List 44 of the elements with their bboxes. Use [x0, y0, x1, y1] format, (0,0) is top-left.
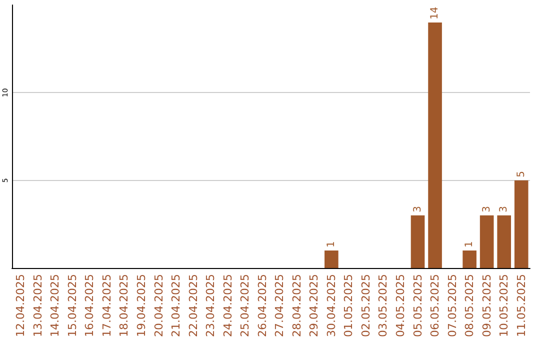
x-tick-label: 23.04.2025	[204, 274, 218, 338]
data-label: 3	[498, 206, 510, 212]
x-tick-label: 30.04.2025	[324, 274, 338, 338]
x-tick-label: 08.05.2025	[463, 274, 476, 338]
bar	[324, 250, 338, 268]
x-tick-label: 29.04.2025	[308, 274, 321, 338]
x-tick-label: 12.04.2025	[14, 274, 28, 338]
x-tick-label: 03.05.2025	[376, 274, 390, 338]
bar	[497, 215, 512, 268]
bar	[428, 22, 442, 268]
bar	[462, 250, 476, 268]
x-tick-label: 04.05.2025	[394, 274, 407, 338]
x-tick-label: 10.05.2025	[498, 274, 511, 338]
x-tick-label: 11.05.2025	[514, 274, 528, 338]
data-label: 14	[430, 6, 441, 20]
x-tick-label: 16.04.2025	[83, 274, 96, 338]
x-tick-label: 15.04.2025	[66, 274, 79, 338]
bar	[514, 180, 528, 268]
x-tick-label: 06.05.2025	[428, 274, 442, 338]
x-tick-label: 20.04.2025	[152, 274, 166, 338]
data-label: 1	[326, 241, 337, 248]
data-label: 3	[412, 206, 424, 212]
x-tick-label: 28.04.2025	[290, 274, 304, 338]
x-tick-label: 26.04.2025	[256, 274, 269, 338]
bar	[410, 215, 425, 268]
x-tick-label: 25.04.2025	[238, 274, 252, 338]
data-label: 1	[464, 241, 476, 248]
x-tick-label: 07.05.2025	[446, 274, 459, 338]
x-tick-label: 13.04.2025	[31, 274, 44, 338]
x-tick-label: 01.05.2025	[342, 274, 356, 338]
x-tick-label: 18.04.2025	[118, 274, 131, 338]
x-tick-label: 24.04.2025	[221, 274, 234, 338]
x-tick-label: 27.04.2025	[273, 274, 286, 338]
x-tick-label: 22.04.2025	[186, 274, 200, 338]
x-tick-label: 17.04.2025	[100, 274, 114, 338]
x-tick-label: 19.04.2025	[135, 274, 148, 338]
x-tick-label: 05.05.2025	[411, 274, 424, 338]
x-tick-label: 09.05.2025	[480, 274, 494, 338]
data-label: 3	[481, 206, 492, 212]
x-tick-label: 02.05.2025	[359, 274, 372, 338]
bar	[480, 215, 494, 268]
x-tick-label: 14.04.2025	[48, 274, 62, 338]
data-label: 5	[516, 170, 527, 178]
x-tick-label: 21.04.2025	[170, 274, 183, 338]
